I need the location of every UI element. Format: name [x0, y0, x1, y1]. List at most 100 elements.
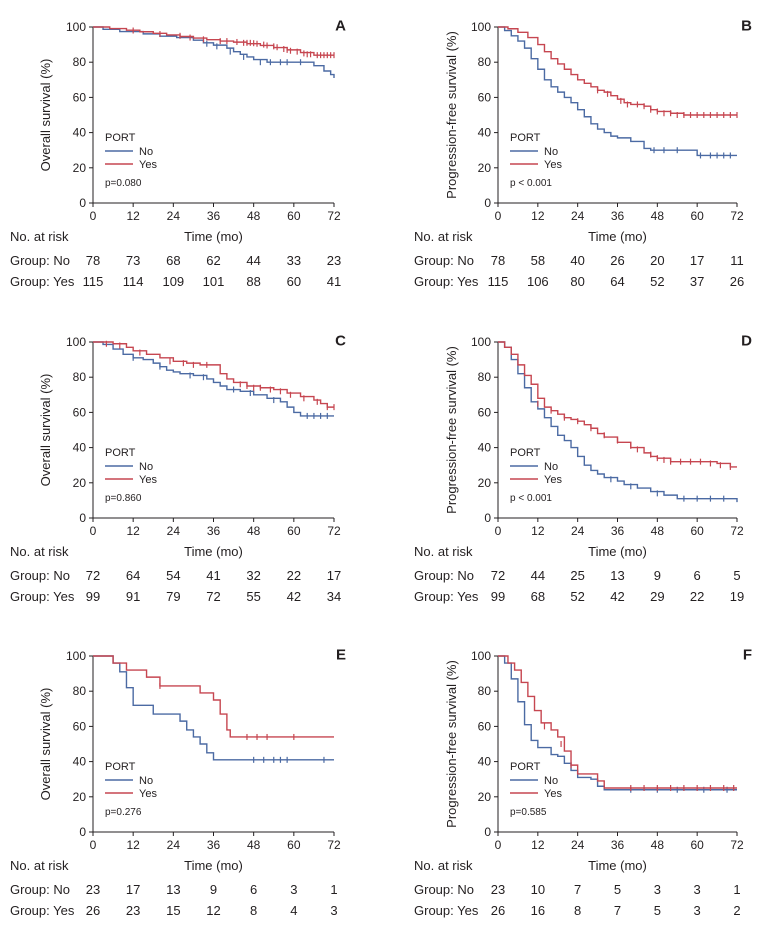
x-tick-label: 0: [90, 524, 97, 538]
risk-value: 23: [327, 253, 341, 268]
risk-table-title: No. at risk: [10, 544, 69, 559]
x-tick-label: 60: [287, 838, 301, 852]
y-tick-label: 0: [484, 825, 491, 839]
x-tick-label: 24: [571, 838, 585, 852]
legend-title: PORT: [105, 132, 136, 144]
y-tick-label: 40: [73, 755, 87, 769]
y-tick-label: 100: [471, 649, 491, 663]
x-tick-label: 48: [247, 209, 261, 223]
legend-title: PORT: [510, 761, 541, 773]
risk-value: 80: [570, 274, 584, 289]
x-tick-label: 12: [126, 524, 140, 538]
y-axis-label: Progression-free survival (%): [444, 660, 459, 828]
y-tick-label: 40: [478, 126, 492, 140]
risk-value: 22: [287, 568, 301, 583]
legend-label-no: No: [544, 146, 558, 158]
y-tick-label: 80: [73, 55, 87, 69]
risk-value: 1: [733, 882, 740, 897]
risk-value: 6: [694, 568, 701, 583]
risk-value: 3: [694, 882, 701, 897]
x-tick-label: 24: [167, 524, 181, 538]
x-tick-label: 48: [651, 524, 665, 538]
risk-row-label: Group: No: [10, 882, 70, 897]
x-tick-label: 24: [571, 524, 585, 538]
x-tick-label: 48: [651, 209, 665, 223]
risk-value: 7: [614, 903, 621, 918]
y-tick-label: 80: [73, 684, 87, 698]
risk-table-title: No. at risk: [414, 544, 473, 559]
x-tick-label: 36: [611, 838, 625, 852]
y-axis-label: Overall survival (%): [38, 59, 53, 172]
y-axis-label: Overall survival (%): [38, 374, 53, 487]
y-tick-label: 40: [478, 441, 492, 455]
risk-value: 91: [126, 589, 140, 604]
y-tick-label: 100: [66, 20, 86, 34]
risk-value: 23: [126, 903, 140, 918]
legend-title: PORT: [105, 447, 136, 459]
y-tick-label: 20: [73, 790, 87, 804]
x-tick-label: 36: [207, 838, 221, 852]
risk-value: 72: [86, 568, 100, 583]
panel-c: C 0 20 40 60 80 100 0 12 24 36 48 60 72 Overall surviv…: [10, 332, 346, 604]
panel-b: B 0 20 40 60 80 100 0 12 24 36 48 60 72 Progression-fr…: [414, 17, 752, 289]
series-line-yes: [93, 655, 334, 738]
x-tick-label: 60: [690, 524, 704, 538]
x-tick-label: 60: [690, 838, 704, 852]
risk-table-title: No. at risk: [414, 229, 473, 244]
series-line-no: [93, 655, 334, 761]
x-tick-label: 24: [167, 209, 181, 223]
x-axis-label: Time (mo): [588, 544, 647, 559]
risk-value: 3: [654, 882, 661, 897]
risk-value: 26: [730, 274, 744, 289]
risk-row-label: Group: Yes: [10, 589, 75, 604]
risk-value: 44: [531, 568, 545, 583]
x-tick-label: 36: [207, 524, 221, 538]
series-line-yes: [498, 26, 737, 116]
y-tick-label: 60: [73, 405, 87, 419]
risk-value: 114: [123, 274, 144, 289]
y-tick-label: 60: [73, 719, 87, 733]
risk-value: 62: [206, 253, 220, 268]
panel-d: D 0 20 40 60 80 100 0 12 24 36 48 60 72 Progression-fr…: [414, 332, 752, 604]
risk-value: 22: [690, 589, 704, 604]
panel-a: A 0 20 40 60 80 100 0 12 24 36 48 60 72 Overall surviv…: [10, 17, 346, 289]
risk-value: 13: [166, 882, 180, 897]
risk-value: 78: [86, 253, 100, 268]
series-line-yes: [498, 655, 737, 789]
risk-value: 88: [246, 274, 260, 289]
x-tick-label: 12: [126, 209, 140, 223]
legend-label-yes: Yes: [139, 159, 157, 171]
risk-value: 58: [531, 253, 545, 268]
risk-value: 8: [250, 903, 257, 918]
risk-value: 64: [126, 568, 140, 583]
x-tick-label: 36: [207, 209, 221, 223]
legend-title: PORT: [510, 447, 541, 459]
legend-label-no: No: [139, 775, 153, 787]
risk-value: 26: [610, 253, 624, 268]
y-tick-label: 100: [471, 20, 491, 34]
y-axis-label: Progression-free survival (%): [444, 346, 459, 514]
panel-letter: C: [335, 332, 346, 349]
risk-row-label: Group: Yes: [10, 274, 75, 289]
risk-value: 16: [531, 903, 545, 918]
risk-value: 34: [327, 589, 341, 604]
y-tick-label: 0: [79, 511, 86, 525]
risk-value: 13: [610, 568, 624, 583]
y-tick-label: 80: [73, 370, 87, 384]
y-tick-label: 60: [478, 90, 492, 104]
risk-value: 19: [730, 589, 744, 604]
risk-table-title: No. at risk: [10, 229, 69, 244]
risk-value: 9: [210, 882, 217, 897]
x-tick-label: 36: [611, 209, 625, 223]
p-value: p < 0.001: [510, 178, 552, 189]
risk-value: 26: [491, 903, 505, 918]
x-axis-label: Time (mo): [588, 229, 647, 244]
y-axis-label: Overall survival (%): [38, 688, 53, 801]
x-tick-label: 0: [495, 524, 502, 538]
y-tick-label: 100: [66, 335, 86, 349]
legend-label-no: No: [544, 461, 558, 473]
p-value: p=0.585: [510, 807, 547, 818]
risk-value: 7: [574, 882, 581, 897]
y-tick-label: 40: [478, 755, 492, 769]
risk-value: 115: [83, 274, 104, 289]
